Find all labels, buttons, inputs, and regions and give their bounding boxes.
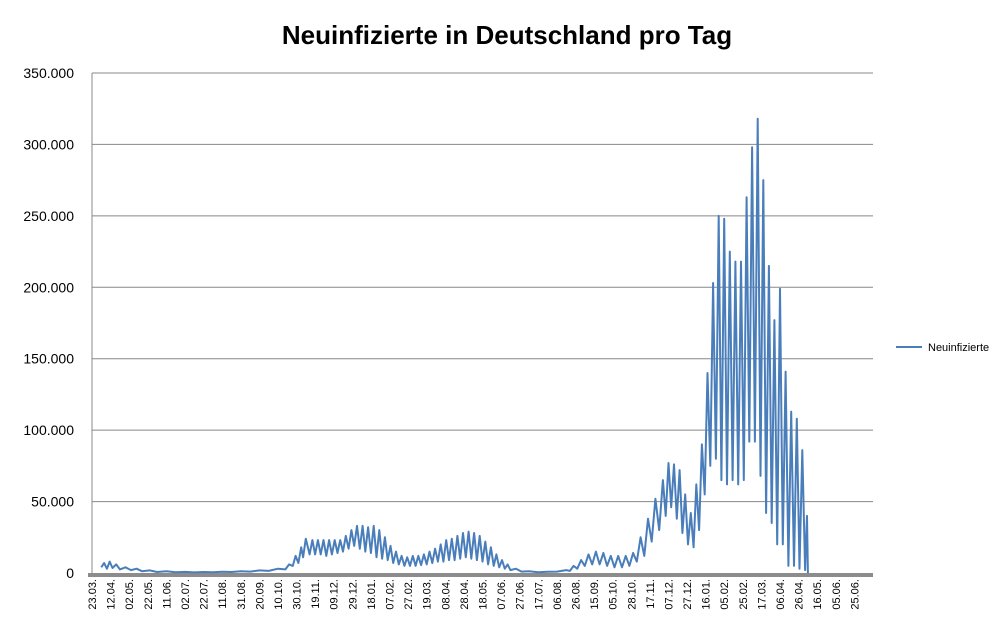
y-tick-label: 50.000 xyxy=(31,494,74,510)
x-tick-label: 05.10. xyxy=(608,579,620,610)
x-axis-ticks: 23.03. 12.04. 02.05. 22.05. 11.06. 02.07. 22.0… xyxy=(87,579,861,610)
x-tick-label: 06.04. xyxy=(775,579,787,610)
x-tick-label: 07.06. xyxy=(496,579,508,610)
series-line xyxy=(100,117,809,574)
x-tick-label: 05.02. xyxy=(719,579,731,610)
x-tick-label: 02.05. xyxy=(124,579,136,610)
x-tick-label: 16.01. xyxy=(701,579,713,610)
y-tick-label: 350.000 xyxy=(23,65,74,81)
x-tick-label: 19.03. xyxy=(422,579,434,610)
legend-label: Neuinfizierte xyxy=(928,342,989,354)
x-tick-label: 07.02. xyxy=(385,579,397,610)
x-tick-label: 19.11. xyxy=(310,579,322,609)
x-tick-label: 12.04. xyxy=(106,579,118,610)
x-tick-label: 29.12. xyxy=(347,579,359,610)
legend: Neuinfizierte xyxy=(896,342,989,354)
x-tick-label: 26.04. xyxy=(794,579,806,610)
y-tick-label: 200.000 xyxy=(23,279,74,295)
x-tick-label: 25.02. xyxy=(738,579,750,610)
grid-lines xyxy=(92,72,873,503)
y-tick-label: 0 xyxy=(66,565,74,581)
y-tick-label: 150.000 xyxy=(23,351,74,367)
y-axis-ticks: 0 50.000 100.000 150.000 200.000 250.000 300.0… xyxy=(23,65,74,581)
x-tick-label: 02.07. xyxy=(180,579,192,610)
x-tick-label: 11.06. xyxy=(161,579,173,609)
y-tick-label: 250.000 xyxy=(23,208,74,224)
axes xyxy=(88,73,873,577)
x-tick-label: 17.11. xyxy=(645,579,657,609)
series-layer xyxy=(100,117,809,574)
x-tick-label: 17.03. xyxy=(756,579,768,610)
x-tick-label: 22.07. xyxy=(199,579,211,610)
x-tick-label: 10.10. xyxy=(273,579,285,610)
x-tick-label: 11.08. xyxy=(217,579,229,609)
x-tick-label: 28.04. xyxy=(459,579,471,610)
x-tick-label: 06.08. xyxy=(552,579,564,610)
y-tick-label: 100.000 xyxy=(23,422,74,438)
x-tick-label: 16.05. xyxy=(812,579,824,610)
x-tick-label: 25.06. xyxy=(849,579,861,610)
x-tick-label: 08.04. xyxy=(440,579,452,610)
x-tick-label: 22.05. xyxy=(143,579,155,610)
x-tick-label: 31.08. xyxy=(236,579,248,610)
x-tick-label: 05.06. xyxy=(831,579,843,610)
x-tick-label: 27.02. xyxy=(403,579,415,610)
x-tick-label: 07.12. xyxy=(663,579,675,610)
x-tick-label: 26.08. xyxy=(570,579,582,610)
x-tick-label: 09.12. xyxy=(329,579,341,610)
x-tick-label: 28.10. xyxy=(626,579,638,610)
x-axis-line xyxy=(88,573,873,577)
y-tick-label: 300.000 xyxy=(23,136,74,152)
x-tick-label: 18.05. xyxy=(478,579,490,610)
chart-title: Neuinfizierte in Deutschland pro Tag xyxy=(282,20,732,50)
x-tick-label: 30.10. xyxy=(292,579,304,610)
x-tick-label: 27.12. xyxy=(682,579,694,610)
x-tick-label: 23.03. xyxy=(87,579,99,610)
x-tick-label: 20.09. xyxy=(254,579,266,610)
x-tick-label: 18.01. xyxy=(366,579,378,610)
x-tick-label: 15.09. xyxy=(589,579,601,610)
x-tick-label: 17.07. xyxy=(533,579,545,610)
x-tick-label: 27.06. xyxy=(515,579,527,610)
